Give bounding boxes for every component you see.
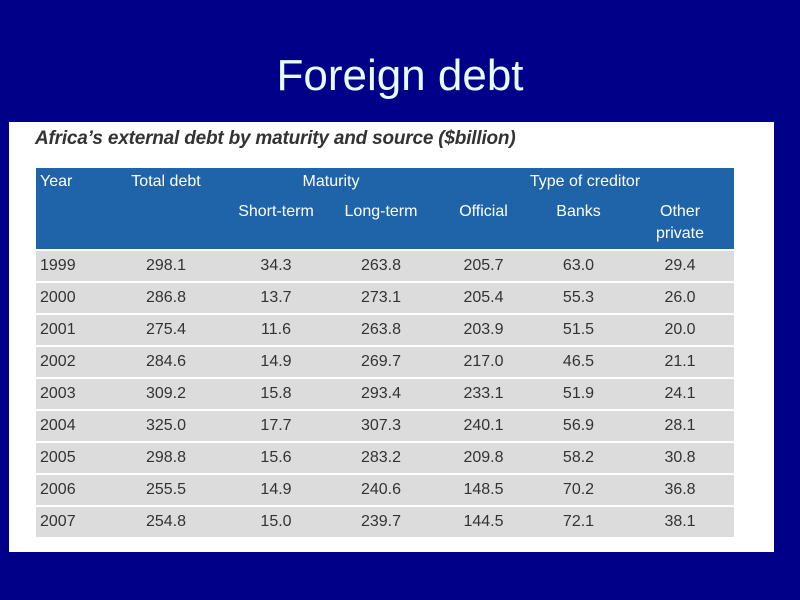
cell-total-debt: 298.1	[106, 249, 226, 282]
cell-official: 217.0	[436, 345, 531, 378]
header-other-private: Other private	[626, 199, 735, 250]
cell-official: 240.1	[436, 409, 531, 442]
cell-long-term: 263.8	[326, 313, 436, 346]
header-maturity: Maturity	[226, 168, 436, 199]
cell-long-term: 263.8	[326, 249, 436, 282]
cell-short-term: 11.6	[226, 313, 326, 346]
table-row: 2004 325.0 17.7 307.3 240.1 56.9 28.1	[36, 409, 735, 442]
header-type-of-creditor: Type of creditor	[436, 168, 735, 199]
cell-total-debt: 286.8	[106, 281, 226, 314]
table-row: 2001 275.4 11.6 263.8 203.9 51.5 20.0	[36, 313, 735, 346]
cell-long-term: 273.1	[326, 281, 436, 314]
cell-other-private: 24.1	[626, 377, 735, 410]
cell-long-term: 269.7	[326, 345, 436, 378]
cell-long-term: 283.2	[326, 441, 436, 474]
cell-total-debt: 275.4	[106, 313, 226, 346]
cell-total-debt: 255.5	[106, 473, 226, 506]
header-short-term: Short-term	[226, 199, 326, 250]
cell-short-term: 15.6	[226, 441, 326, 474]
cell-other-private: 29.4	[626, 249, 735, 282]
header-blank	[106, 199, 226, 250]
header-banks: Banks	[531, 199, 626, 250]
cell-short-term: 15.8	[226, 377, 326, 410]
cell-total-debt: 254.8	[106, 505, 226, 537]
header-long-term: Long-term	[326, 199, 436, 250]
cell-banks: 70.2	[531, 473, 626, 506]
slide-title: Foreign debt	[276, 51, 524, 100]
cell-short-term: 15.0	[226, 505, 326, 537]
cell-other-private: 30.8	[626, 441, 735, 474]
cell-official: 209.8	[436, 441, 531, 474]
cell-banks: 55.3	[531, 281, 626, 314]
cell-other-private: 36.8	[626, 473, 735, 506]
cell-short-term: 17.7	[226, 409, 326, 442]
cell-official: 148.5	[436, 473, 531, 506]
cell-long-term: 293.4	[326, 377, 436, 410]
cell-official: 205.4	[436, 281, 531, 314]
cell-year: 2005	[36, 441, 106, 474]
table-row: 2007 254.8 15.0 239.7 144.5 72.1 38.1	[36, 505, 735, 537]
table-panel: Africa’s external debt by maturity and s…	[9, 122, 774, 552]
table-row: 2003 309.2 15.8 293.4 233.1 51.9 24.1	[36, 377, 735, 410]
cell-other-private: 26.0	[626, 281, 735, 314]
cell-official: 205.7	[436, 249, 531, 282]
cell-year: 1999	[36, 249, 106, 282]
header-total-debt: Total debt	[106, 168, 226, 199]
cell-other-private: 38.1	[626, 505, 735, 537]
cell-year: 2006	[36, 473, 106, 506]
cell-banks: 72.1	[531, 505, 626, 537]
cell-banks: 51.9	[531, 377, 626, 410]
header-year: Year	[36, 168, 106, 199]
table-body: 1999 298.1 34.3 263.8 205.7 63.0 29.4 2000 286.8…	[36, 249, 735, 537]
cell-banks: 63.0	[531, 249, 626, 282]
cell-long-term: 239.7	[326, 505, 436, 537]
cell-short-term: 13.7	[226, 281, 326, 314]
cell-other-private: 21.1	[626, 345, 735, 378]
cell-official: 203.9	[436, 313, 531, 346]
cell-year: 2004	[36, 409, 106, 442]
cell-long-term: 307.3	[326, 409, 436, 442]
cell-official: 144.5	[436, 505, 531, 537]
cell-total-debt: 298.8	[106, 441, 226, 474]
table-row: 2006 255.5 14.9 240.6 148.5 70.2 36.8	[36, 473, 735, 506]
cell-banks: 56.9	[531, 409, 626, 442]
cell-year: 2007	[36, 505, 106, 537]
header-blank	[36, 199, 106, 250]
cell-long-term: 240.6	[326, 473, 436, 506]
header-official: Official	[436, 199, 531, 250]
cell-official: 233.1	[436, 377, 531, 410]
cell-total-debt: 325.0	[106, 409, 226, 442]
debt-table: Year Total debt Maturity Type of credito…	[36, 168, 735, 537]
table-row: 2005 298.8 15.6 283.2 209.8 58.2 30.8	[36, 441, 735, 474]
cell-banks: 46.5	[531, 345, 626, 378]
cell-short-term: 14.9	[226, 473, 326, 506]
cell-other-private: 20.0	[626, 313, 735, 346]
cell-year: 2003	[36, 377, 106, 410]
cell-total-debt: 309.2	[106, 377, 226, 410]
table-row: 1999 298.1 34.3 263.8 205.7 63.0 29.4	[36, 249, 735, 282]
table-row: 2002 284.6 14.9 269.7 217.0 46.5 21.1	[36, 345, 735, 378]
header-row-2: Short-term Long-term Official Banks Othe…	[36, 199, 735, 250]
table-row: 2000 286.8 13.7 273.1 205.4 55.3 26.0	[36, 281, 735, 314]
cell-banks: 58.2	[531, 441, 626, 474]
cell-year: 2002	[36, 345, 106, 378]
cell-other-private: 28.1	[626, 409, 735, 442]
header-row-1: Year Total debt Maturity Type of credito…	[36, 168, 735, 199]
cell-year: 2001	[36, 313, 106, 346]
cell-short-term: 34.3	[226, 249, 326, 282]
table-caption: Africa’s external debt by maturity and s…	[35, 128, 516, 149]
cell-banks: 51.5	[531, 313, 626, 346]
cell-total-debt: 284.6	[106, 345, 226, 378]
cell-short-term: 14.9	[226, 345, 326, 378]
cell-year: 2000	[36, 281, 106, 314]
